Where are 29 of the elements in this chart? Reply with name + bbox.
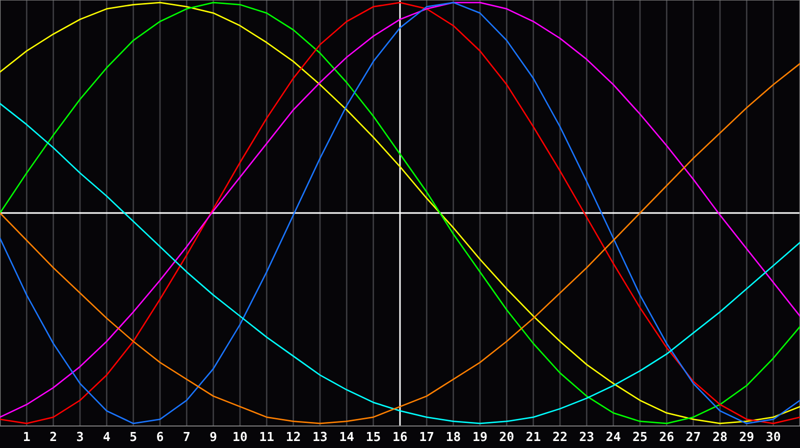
x-tick-label: 24: [606, 432, 620, 442]
x-tick-label: 21: [526, 432, 540, 442]
x-tick-label: 26: [660, 432, 674, 442]
x-tick-label: 1: [24, 432, 30, 442]
x-tick-label: 27: [686, 432, 700, 442]
x-tick-label: 30: [766, 432, 780, 442]
x-tick-label: 11: [260, 432, 274, 442]
x-tick-label: 12: [286, 432, 300, 442]
x-tick-label: 29: [740, 432, 754, 442]
x-tick-label: 13: [314, 432, 327, 442]
x-tick-label: 9: [210, 432, 216, 442]
x-tick-label: 10: [234, 432, 247, 442]
x-tick-label: 23: [580, 432, 594, 442]
x-tick-label: 7: [184, 432, 190, 442]
x-tick-label: 15: [366, 432, 380, 442]
x-tick-label: 6: [157, 432, 164, 442]
x-tick-label: 2: [50, 432, 56, 442]
x-tick-label: 4: [104, 432, 110, 442]
x-tick-label: 14: [340, 432, 354, 442]
x-tick-label: 17: [420, 432, 434, 442]
x-tick-label: 16: [394, 432, 407, 442]
x-tick-label: 25: [633, 432, 647, 442]
x-tick-label: 19: [474, 432, 487, 442]
x-tick-label: 28: [713, 432, 727, 442]
x-tick-label: 18: [446, 432, 460, 442]
x-tick-label: 5: [130, 432, 136, 442]
x-tick-label: 22: [553, 432, 566, 442]
x-tick-label: 3: [77, 432, 83, 442]
x-tick-label: 20: [500, 432, 514, 442]
